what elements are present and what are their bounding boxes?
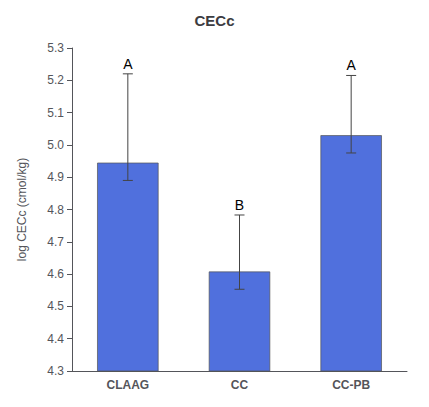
svg-text:5.0: 5.0 bbox=[47, 138, 64, 152]
svg-text:log CECc (cmol/kg): log CECc (cmol/kg) bbox=[15, 158, 29, 261]
svg-text:A: A bbox=[123, 56, 133, 72]
svg-text:CLAAG: CLAAG bbox=[106, 378, 149, 392]
svg-text:5.2: 5.2 bbox=[47, 73, 64, 87]
svg-text:CECc: CECc bbox=[194, 12, 234, 29]
svg-text:4.5: 4.5 bbox=[47, 299, 64, 313]
svg-text:CC-PB: CC-PB bbox=[332, 378, 370, 392]
svg-text:4.9: 4.9 bbox=[47, 170, 64, 184]
svg-text:CC: CC bbox=[231, 378, 249, 392]
svg-text:5.1: 5.1 bbox=[47, 106, 64, 120]
svg-text:5.3: 5.3 bbox=[47, 41, 64, 55]
svg-text:4.4: 4.4 bbox=[47, 332, 64, 346]
svg-text:4.7: 4.7 bbox=[47, 235, 64, 249]
svg-text:A: A bbox=[346, 57, 356, 73]
svg-text:4.6: 4.6 bbox=[47, 267, 64, 281]
svg-text:4.3: 4.3 bbox=[47, 364, 64, 378]
svg-text:B: B bbox=[235, 197, 244, 213]
svg-text:4.8: 4.8 bbox=[47, 203, 64, 217]
